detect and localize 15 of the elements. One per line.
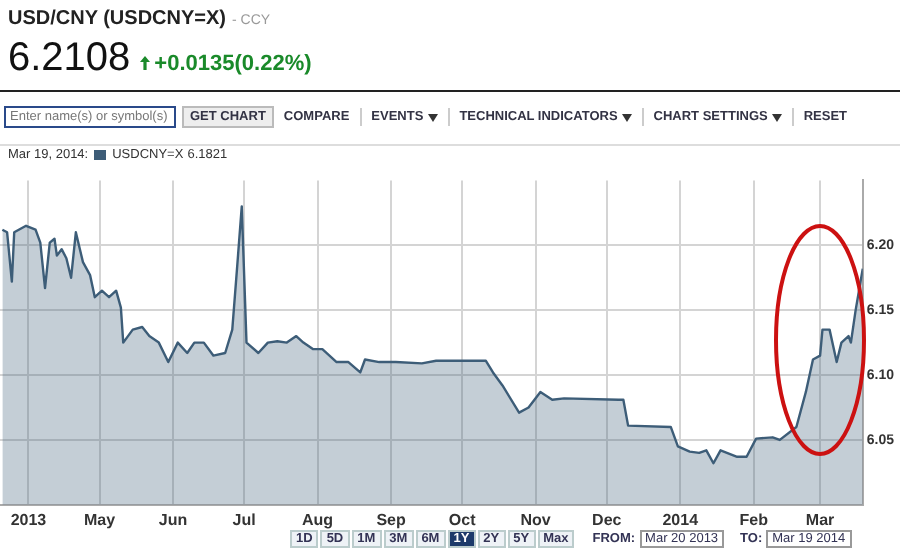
x-tick-label: Dec <box>592 510 623 529</box>
text: 6.2108 <box>8 36 131 82</box>
x-tick-label: Feb <box>739 510 769 529</box>
x-tick-label: Nov <box>520 510 552 529</box>
x-tick-label: 2014 <box>662 510 700 529</box>
x-tick-label: Jun <box>158 510 188 529</box>
x-tick-label: Oct <box>448 510 477 529</box>
x-tick-label: Mar <box>805 510 835 529</box>
x-tick-label: Aug <box>302 510 334 529</box>
text: +0.0135(0.22%) <box>154 52 312 76</box>
x-tick-label: Sep <box>376 510 406 529</box>
x-tick-label: May <box>83 510 117 529</box>
x-tick-label: 2013 <box>10 510 48 529</box>
chart-title: USD/CNY (USDCNY=X) <box>8 8 226 30</box>
x-tick-label: Jul <box>232 510 256 529</box>
